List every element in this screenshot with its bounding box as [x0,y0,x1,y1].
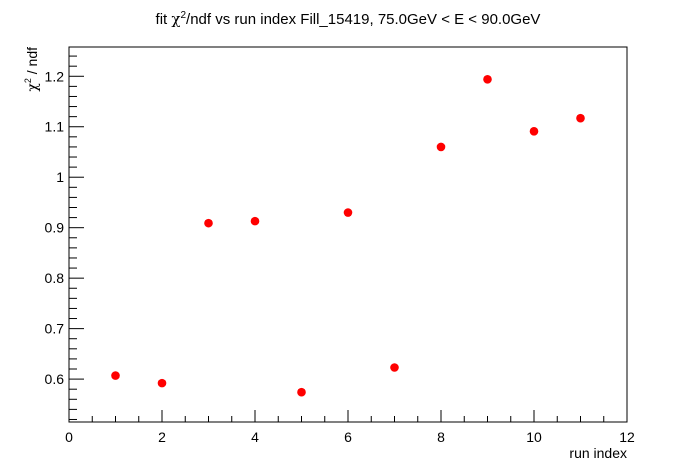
data-point [204,218,213,228]
data-point [390,363,399,372]
y-axis-label: χ2 / ndf [23,47,41,92]
chart-title-sup: 2 [180,10,186,21]
y-axis-label-suffix: / ndf [24,47,40,78]
data-point [250,216,260,226]
y-axis: 0.6 0.7 0.8 0.9 1 1.1 1.2 [45,55,84,420]
x-tick-label: 0 [65,429,73,445]
chart-title-prefix: fit [156,11,172,28]
data-point [576,113,585,123]
data-point [297,387,306,397]
chart-title-suffix: /ndf vs run index Fill_15419, 75.0GeV < … [186,11,540,28]
data-point [157,378,167,388]
x-axis: 0 2 4 6 8 10 12 [65,410,635,445]
y-tick-label: 0.7 [45,321,65,337]
data-point [436,142,446,152]
x-tick-label: 12 [619,429,635,445]
data-point [483,75,492,84]
data-point [343,208,353,217]
data-point [529,126,539,136]
x-tick-label: 2 [158,429,166,445]
y-tick-label: 0.6 [45,371,65,387]
y-tick-label: 1 [56,169,64,185]
data-point [111,371,120,380]
x-axis-label: run index [569,445,627,461]
x-tick-label: 4 [251,429,259,445]
x-tick-label: 8 [437,429,445,445]
y-axis-label-sup: 2 [23,78,33,83]
x-tick-label: 6 [344,429,352,445]
chart-title: fit χ2/ndf vs run index Fill_15419, 75.0… [156,10,541,28]
y-tick-label: 0.9 [45,220,65,236]
data-points [111,75,585,397]
y-axis-label-chi: χ [25,83,41,92]
plot-frame [68,46,628,423]
chart-title-chi: χ [171,10,180,28]
y-tick-label: 1.2 [45,68,65,84]
y-tick-label: 1.1 [45,119,65,135]
x-tick-label: 10 [526,429,542,445]
y-tick-label: 0.8 [45,270,65,286]
